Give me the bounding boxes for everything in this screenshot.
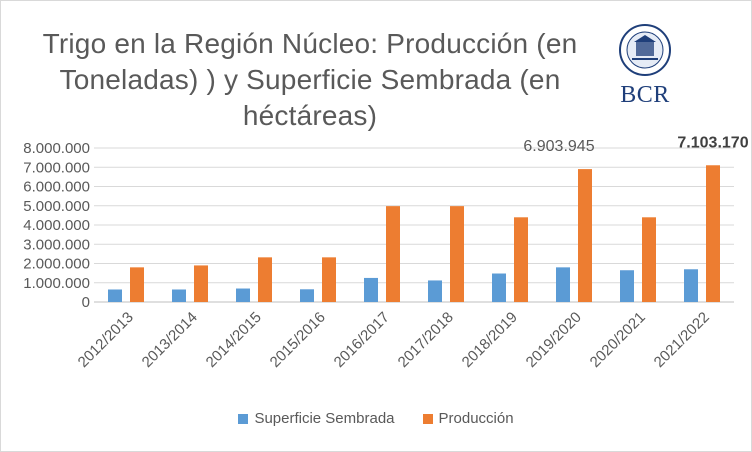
y-tick-label: 4.000.000 xyxy=(23,217,90,234)
y-tick-label: 7.000.000 xyxy=(23,159,90,176)
y-tick-label: 2.000.000 xyxy=(23,256,90,273)
x-tick-label: 2012/2013 xyxy=(75,309,137,371)
legend-label-superficie: Superficie Sembrada xyxy=(254,410,395,427)
bar-superficie xyxy=(684,269,698,302)
bar-superficie xyxy=(428,280,442,302)
x-tick-label: 2019/2020 xyxy=(523,309,585,371)
bcr-seal-icon xyxy=(619,24,671,76)
bar-superficie xyxy=(108,289,122,302)
y-tick-label: 3.000.000 xyxy=(23,236,90,253)
x-tick-label: 2020/2021 xyxy=(587,309,649,371)
bar-produccion xyxy=(258,257,272,302)
chart-legend: Superficie Sembrada Producción xyxy=(0,410,752,427)
x-tick-label: 2016/2017 xyxy=(331,309,393,371)
bar-superficie xyxy=(364,277,378,302)
bar-produccion xyxy=(578,169,592,302)
data-label: 6.903.945 xyxy=(523,138,594,155)
chart-title-line-3: héctáreas) xyxy=(242,100,378,131)
x-tick-label: 2018/2019 xyxy=(459,309,521,371)
chart-title-line-2: Toneladas) ) y Superficie Sembrada (en xyxy=(59,64,561,95)
y-tick-label: 0 xyxy=(82,294,90,311)
bar-produccion xyxy=(322,257,336,302)
x-tick-label: 2017/2018 xyxy=(395,309,457,371)
x-tick-label: 2021/2022 xyxy=(651,309,713,371)
bcr-logo: BCR xyxy=(612,22,678,114)
bar-superficie xyxy=(620,270,634,302)
bar-produccion xyxy=(706,165,720,302)
bar-produccion xyxy=(450,206,464,302)
legend-swatch-superficie xyxy=(238,413,249,424)
bar-produccion xyxy=(514,217,528,302)
x-tick-label: 2015/2016 xyxy=(267,309,329,371)
bar-superficie xyxy=(236,288,250,302)
bar-produccion xyxy=(194,265,208,302)
y-tick-label: 6.000.000 xyxy=(23,179,90,196)
bar-superficie xyxy=(172,289,186,302)
legend-label-produccion: Producción xyxy=(438,410,514,427)
y-tick-label: 8.000.000 xyxy=(23,140,90,157)
data-label: 7.103.170 xyxy=(677,134,748,151)
bar-superficie xyxy=(492,273,506,302)
y-tick-label: 5.000.000 xyxy=(23,198,90,215)
bcr-logo-text: BCR xyxy=(620,82,670,108)
legend-item-produccion: Producción xyxy=(422,410,514,427)
y-tick-label: 1.000.000 xyxy=(23,275,90,292)
bar-superficie xyxy=(556,267,570,302)
chart-title: Trigo en la Región Núcleo: Producción (e… xyxy=(40,26,580,134)
bar-produccion xyxy=(130,267,144,302)
bar-produccion xyxy=(386,206,400,302)
legend-swatch-produccion xyxy=(422,413,433,424)
bar-superficie xyxy=(300,289,314,302)
legend-item-superficie: Superficie Sembrada xyxy=(238,410,395,427)
x-tick-label: 2014/2015 xyxy=(203,309,265,371)
chart-title-line-1: Trigo en la Región Núcleo: Producción (e… xyxy=(42,28,578,59)
x-tick-label: 2013/2014 xyxy=(139,309,201,371)
bar-produccion xyxy=(642,217,656,302)
